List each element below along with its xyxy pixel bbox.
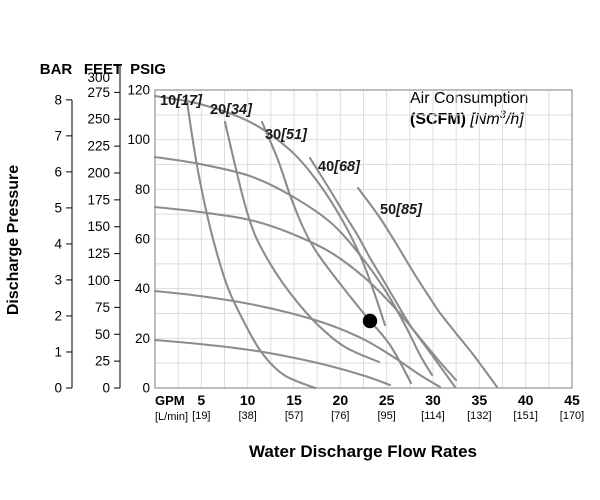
svg-text:100: 100	[127, 132, 150, 147]
svg-text:20: 20	[333, 392, 349, 408]
svg-text:[170]: [170]	[560, 410, 584, 422]
svg-text:[L/min]: [L/min]	[155, 411, 188, 423]
svg-text:5: 5	[54, 200, 62, 215]
svg-text:6: 6	[54, 164, 62, 179]
svg-text:80: 80	[135, 182, 150, 197]
svg-text:35: 35	[472, 392, 488, 408]
svg-text:10[17]: 10[17]	[160, 93, 203, 109]
svg-text:0: 0	[102, 381, 110, 396]
svg-text:15: 15	[286, 392, 302, 408]
svg-text:25: 25	[95, 354, 110, 369]
svg-text:0: 0	[142, 381, 150, 396]
svg-text:20[34]: 20[34]	[210, 102, 253, 118]
svg-text:4: 4	[54, 236, 62, 251]
svg-text:0: 0	[54, 381, 62, 396]
svg-text:2: 2	[54, 308, 62, 323]
svg-text:BAR: BAR	[40, 61, 73, 78]
svg-text:7: 7	[54, 128, 62, 143]
svg-text:200: 200	[87, 165, 110, 180]
svg-text:20: 20	[135, 331, 150, 346]
svg-text:275: 275	[87, 85, 110, 100]
svg-text:[132]: [132]	[467, 410, 491, 422]
svg-text:225: 225	[87, 139, 110, 154]
svg-text:30: 30	[425, 392, 441, 408]
svg-text:10: 10	[240, 392, 256, 408]
svg-text:40[68]: 40[68]	[318, 159, 361, 175]
svg-text:1: 1	[54, 344, 62, 359]
svg-text:300: 300	[87, 70, 110, 85]
svg-text:40: 40	[518, 392, 534, 408]
svg-text:[151]: [151]	[513, 410, 537, 422]
svg-text:50: 50	[95, 327, 110, 342]
svg-text:[76]: [76]	[331, 410, 349, 422]
svg-text:125: 125	[87, 246, 110, 261]
svg-text:[95]: [95]	[377, 410, 395, 422]
svg-text:60: 60	[135, 232, 150, 247]
svg-text:3: 3	[54, 272, 62, 287]
svg-text:40: 40	[135, 281, 150, 296]
svg-text:[19]: [19]	[192, 410, 210, 422]
svg-text:120: 120	[127, 83, 150, 98]
svg-text:45: 45	[564, 392, 580, 408]
svg-text:(SCFM) [Nm3/h]: (SCFM) [Nm3/h]	[410, 109, 524, 128]
svg-text:100: 100	[87, 273, 110, 288]
svg-text:[57]: [57]	[285, 410, 303, 422]
svg-text:GPM: GPM	[155, 393, 185, 408]
svg-text:75: 75	[95, 300, 110, 315]
svg-text:[38]: [38]	[238, 410, 256, 422]
svg-text:PSIG: PSIG	[130, 61, 166, 78]
svg-text:Discharge Pressure: Discharge Pressure	[5, 165, 22, 315]
svg-text:Air Consumption: Air Consumption	[410, 90, 528, 107]
svg-text:Water Discharge Flow Rates: Water Discharge Flow Rates	[249, 442, 477, 461]
svg-text:25: 25	[379, 392, 395, 408]
svg-text:175: 175	[87, 192, 110, 207]
svg-text:30[51]: 30[51]	[265, 127, 308, 143]
svg-text:5: 5	[197, 392, 205, 408]
svg-text:8: 8	[54, 92, 62, 107]
svg-text:250: 250	[87, 112, 110, 127]
svg-text:150: 150	[87, 219, 110, 234]
svg-text:[114]: [114]	[421, 410, 445, 422]
svg-text:50[85]: 50[85]	[380, 202, 423, 218]
